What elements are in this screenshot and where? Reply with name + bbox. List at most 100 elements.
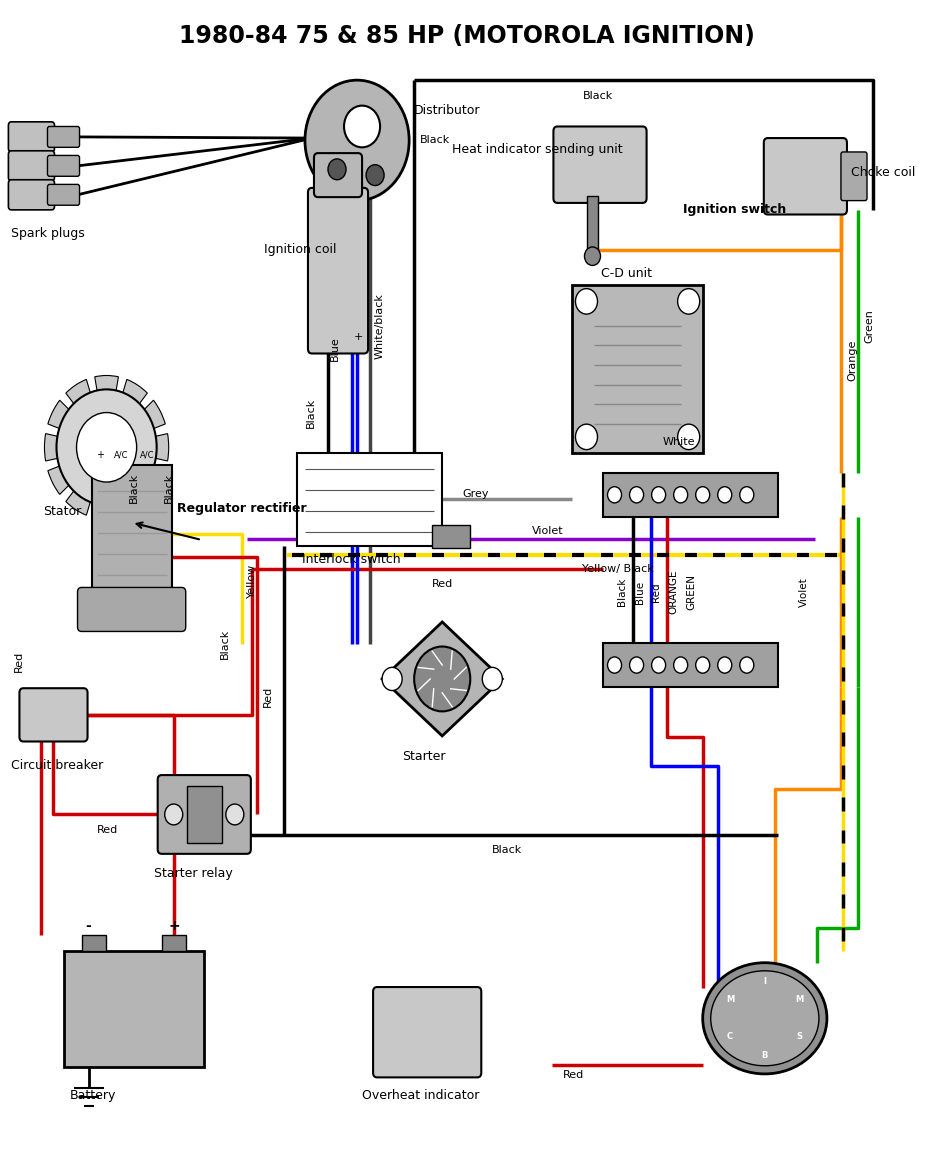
FancyBboxPatch shape bbox=[373, 987, 482, 1077]
Circle shape bbox=[629, 657, 643, 673]
Circle shape bbox=[328, 159, 346, 180]
Circle shape bbox=[678, 289, 699, 315]
Wedge shape bbox=[65, 484, 93, 515]
Text: Black: Black bbox=[164, 473, 174, 503]
Text: +: + bbox=[354, 332, 364, 342]
Text: Orange: Orange bbox=[847, 340, 857, 381]
Circle shape bbox=[575, 424, 597, 449]
Wedge shape bbox=[94, 495, 119, 519]
Circle shape bbox=[226, 805, 244, 824]
Wedge shape bbox=[45, 433, 65, 461]
Bar bbox=[587, 196, 597, 254]
Text: Circuit breaker: Circuit breaker bbox=[11, 759, 104, 772]
FancyBboxPatch shape bbox=[8, 122, 54, 152]
Wedge shape bbox=[121, 484, 148, 515]
FancyBboxPatch shape bbox=[48, 156, 79, 176]
FancyBboxPatch shape bbox=[8, 180, 54, 210]
Text: Black: Black bbox=[420, 136, 451, 145]
Ellipse shape bbox=[703, 962, 827, 1074]
FancyBboxPatch shape bbox=[48, 185, 79, 205]
Text: Interlock switch: Interlock switch bbox=[302, 553, 400, 567]
Wedge shape bbox=[65, 380, 93, 411]
Wedge shape bbox=[121, 380, 148, 411]
Bar bbox=[297, 453, 442, 546]
Text: Grey: Grey bbox=[462, 489, 489, 498]
Text: I: I bbox=[763, 976, 767, 986]
Text: Blue: Blue bbox=[330, 337, 340, 361]
Text: Red: Red bbox=[96, 824, 118, 835]
Bar bbox=[432, 525, 470, 548]
FancyBboxPatch shape bbox=[841, 152, 867, 201]
Wedge shape bbox=[48, 401, 75, 432]
Circle shape bbox=[56, 389, 157, 505]
Text: Choke coil: Choke coil bbox=[851, 166, 915, 179]
FancyBboxPatch shape bbox=[158, 776, 251, 853]
Text: White: White bbox=[663, 437, 695, 447]
Text: Ignition switch: Ignition switch bbox=[683, 203, 786, 216]
Text: C: C bbox=[727, 1032, 733, 1041]
Circle shape bbox=[678, 424, 699, 449]
Wedge shape bbox=[148, 433, 168, 461]
Text: ORANGE: ORANGE bbox=[669, 570, 679, 614]
Text: Red: Red bbox=[263, 686, 273, 707]
Circle shape bbox=[414, 647, 470, 712]
Text: S: S bbox=[797, 1032, 802, 1041]
Text: Red: Red bbox=[563, 1070, 583, 1080]
Text: A/C: A/C bbox=[139, 450, 154, 460]
Circle shape bbox=[696, 657, 710, 673]
Circle shape bbox=[629, 486, 643, 503]
Circle shape bbox=[652, 657, 666, 673]
Text: GREEN: GREEN bbox=[686, 574, 697, 610]
Wedge shape bbox=[138, 401, 165, 432]
Circle shape bbox=[382, 668, 402, 691]
Circle shape bbox=[575, 289, 597, 315]
Polygon shape bbox=[382, 622, 502, 736]
FancyBboxPatch shape bbox=[764, 138, 847, 215]
Circle shape bbox=[673, 657, 687, 673]
Circle shape bbox=[673, 486, 687, 503]
Text: Yellow: Yellow bbox=[247, 563, 257, 598]
Bar bbox=[602, 643, 778, 687]
Text: Distributor: Distributor bbox=[414, 103, 481, 117]
Text: Yellow/ Black: Yellow/ Black bbox=[583, 564, 654, 574]
Circle shape bbox=[608, 486, 622, 503]
Bar bbox=[92, 464, 172, 592]
Circle shape bbox=[165, 805, 182, 824]
Text: Overheat indicator: Overheat indicator bbox=[362, 1089, 480, 1103]
Text: Violet: Violet bbox=[798, 577, 809, 607]
FancyBboxPatch shape bbox=[8, 151, 54, 181]
Text: Red: Red bbox=[13, 651, 23, 672]
FancyBboxPatch shape bbox=[554, 127, 647, 203]
Circle shape bbox=[608, 657, 622, 673]
Text: Red: Red bbox=[432, 579, 453, 589]
Text: +: + bbox=[168, 918, 180, 932]
Text: C-D unit: C-D unit bbox=[600, 267, 652, 280]
FancyBboxPatch shape bbox=[20, 688, 88, 742]
Text: B: B bbox=[762, 1051, 768, 1060]
Wedge shape bbox=[48, 463, 75, 495]
Text: M: M bbox=[796, 995, 804, 1004]
Bar bbox=[187, 786, 222, 843]
Text: Blue: Blue bbox=[635, 580, 644, 604]
Bar bbox=[162, 935, 186, 951]
Text: Black: Black bbox=[583, 92, 612, 101]
Text: Green: Green bbox=[864, 309, 874, 342]
Bar bbox=[81, 935, 106, 951]
Text: Stator: Stator bbox=[43, 505, 81, 518]
Circle shape bbox=[696, 486, 710, 503]
FancyBboxPatch shape bbox=[48, 127, 79, 147]
Circle shape bbox=[740, 657, 754, 673]
Text: Battery: Battery bbox=[69, 1089, 116, 1103]
FancyBboxPatch shape bbox=[308, 188, 368, 353]
FancyBboxPatch shape bbox=[78, 587, 186, 632]
Circle shape bbox=[584, 247, 600, 266]
Text: Red: Red bbox=[651, 583, 661, 601]
Circle shape bbox=[740, 486, 754, 503]
Text: Spark plugs: Spark plugs bbox=[11, 226, 85, 239]
Circle shape bbox=[305, 80, 410, 201]
Circle shape bbox=[652, 486, 666, 503]
Bar bbox=[64, 951, 204, 1067]
Text: Black: Black bbox=[306, 397, 316, 427]
Circle shape bbox=[482, 668, 502, 691]
Text: Black: Black bbox=[220, 629, 230, 659]
